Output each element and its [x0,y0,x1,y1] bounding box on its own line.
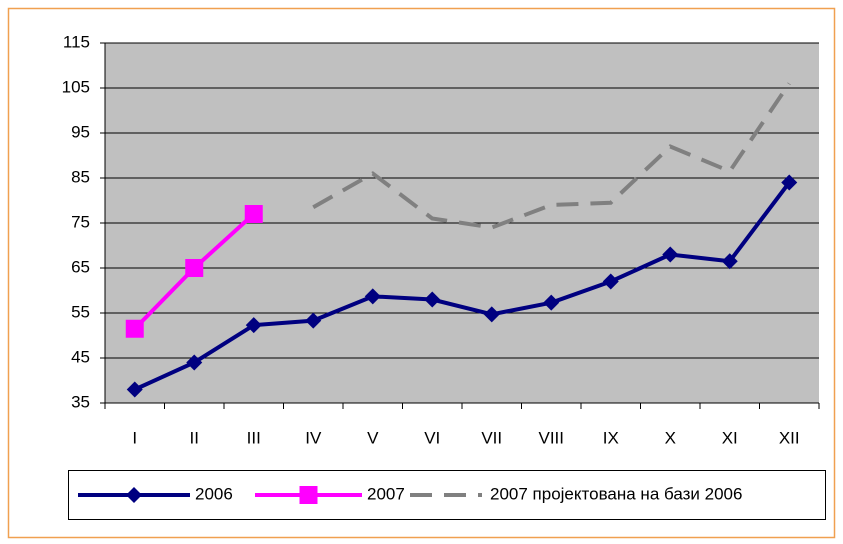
point-marker [543,294,560,311]
legend-label: 2007 пројектована на бази 2006 [490,484,742,503]
series-line [312,82,791,230]
y-tick-label: 105 [62,77,90,96]
point-marker [305,312,322,329]
series-line [133,181,791,392]
point-marker [483,306,500,323]
y-tick-label: 45 [71,347,90,366]
x-tick-label: I [132,428,137,447]
legend-label: 2007 [367,484,405,503]
x-tick-label: V [367,428,379,447]
point-marker [244,205,263,223]
x-tick-label: VIII [538,428,564,447]
point-marker [721,253,738,270]
x-tick-label: IV [305,428,322,447]
x-tick-label: VII [481,428,502,447]
x-tick-label: VI [424,428,440,447]
x-tick-label: XII [779,428,800,447]
x-tick-label: II [190,428,199,447]
point-marker [364,288,381,305]
x-tick-label: X [665,428,676,447]
y-tick-label: 55 [71,302,90,321]
x-tick-label: XI [722,428,738,447]
point-marker [781,174,798,191]
point-marker [186,354,203,371]
y-tick-label: 35 [71,392,90,411]
point-marker [602,273,619,290]
x-tick-label: III [247,428,261,447]
point-marker [245,317,262,334]
point-marker [185,259,204,277]
y-tick-label: 95 [71,122,90,141]
point-marker [424,291,441,308]
y-tick-label: 115 [63,32,90,51]
point-marker [662,246,679,263]
x-tick-label: IX [603,428,619,447]
y-tick-label: 75 [71,212,90,231]
y-tick-label: 85 [71,167,90,186]
point-marker [125,319,144,338]
point-marker [126,381,143,398]
legend-marker [126,487,142,503]
legend-marker [299,486,318,504]
y-tick-label: 65 [71,257,90,276]
legend-label: 2006 [195,484,233,503]
